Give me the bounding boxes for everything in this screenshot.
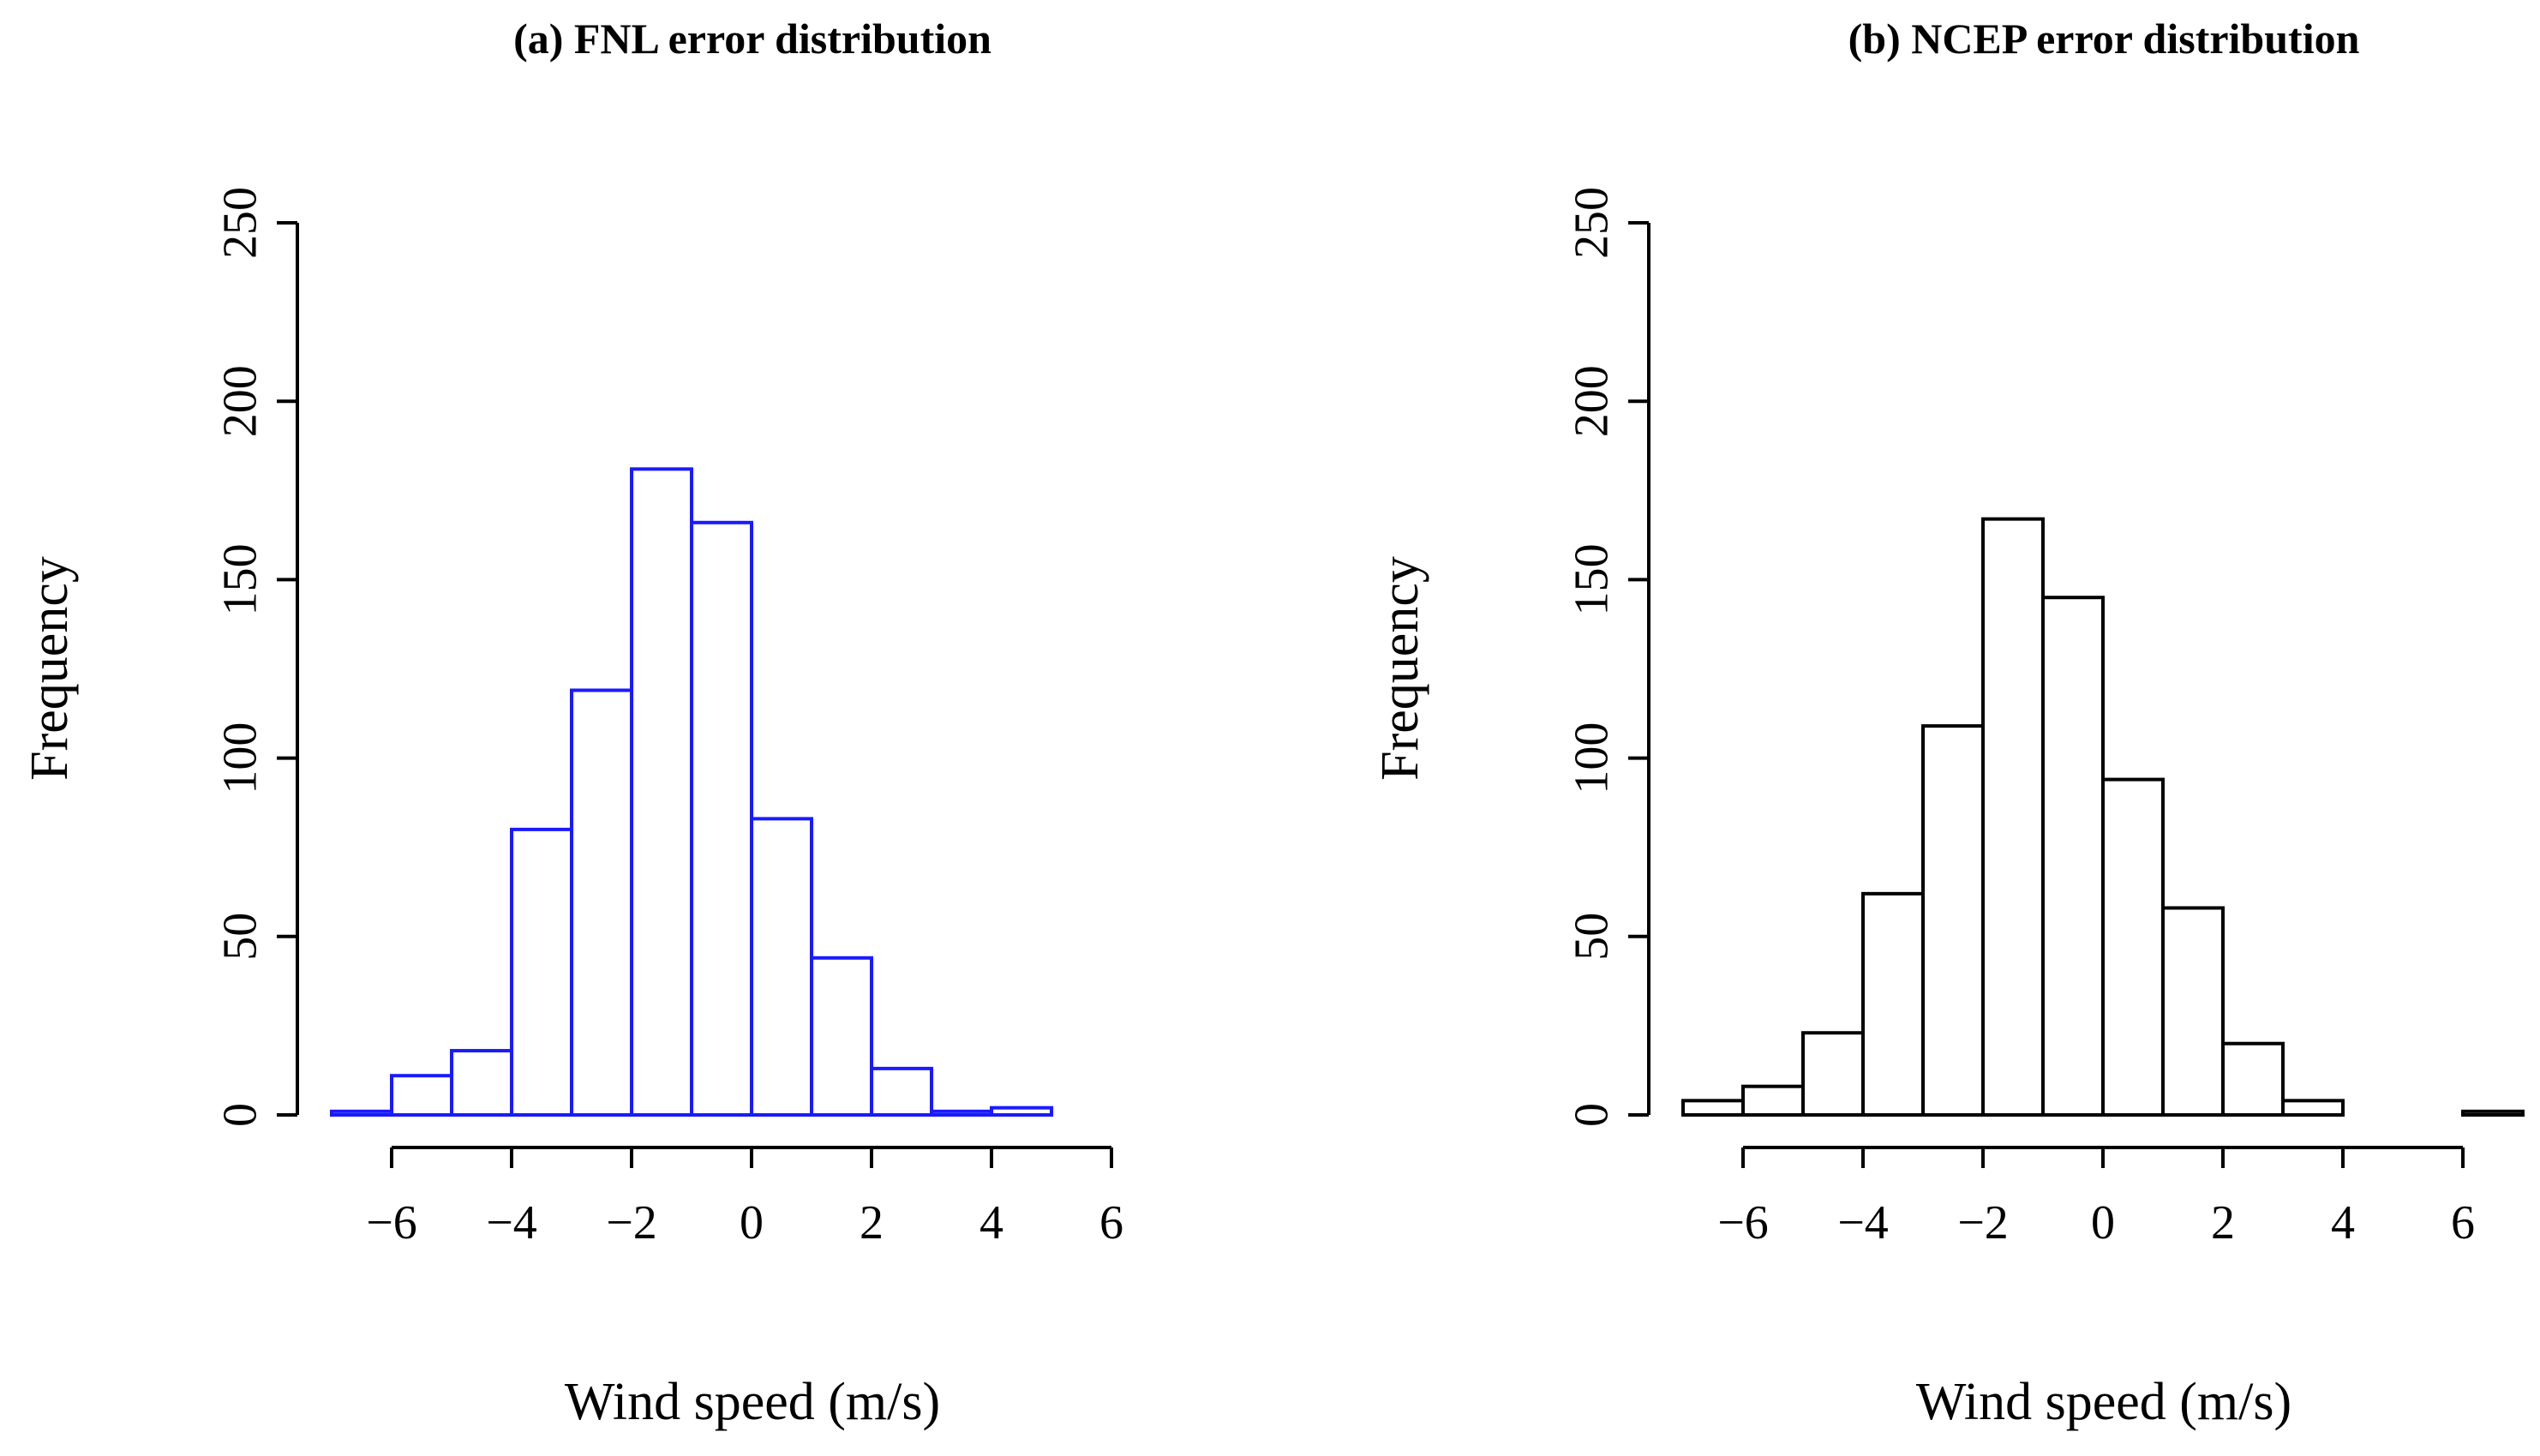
panel-a-y-tick-label: 250: [214, 187, 267, 259]
panel-a-bar: [750, 817, 813, 1117]
panel-a-bar: [510, 827, 573, 1117]
panel-b-ncep-histogram: (b) NCEP error distribution Frequency Wi…: [1371, 15, 2525, 1431]
panel-a-y-axis: 0 50 100 150 200 250: [214, 187, 299, 1127]
panel-a-y-tick-label: 50: [214, 913, 267, 961]
panel-a-bar: [390, 1074, 453, 1117]
panel-b-y-tick-label: 50: [1566, 913, 1619, 961]
panel-a-bar: [630, 467, 693, 1117]
panel-b-y-axis: 0 50 100 150 200 250: [1566, 187, 1650, 1127]
panel-a-x-tick-label: −6: [366, 1196, 417, 1249]
panel-a-x-axis: −6 −4 −2 0 2 4 6: [366, 1146, 1123, 1249]
panel-b-x-tick-label: 0: [2091, 1196, 2115, 1249]
panel-b-x-tick-label: −2: [1957, 1196, 2009, 1249]
panel-b-y-tick-label: 250: [1566, 187, 1619, 259]
panel-a-y-tick-label: 100: [214, 722, 267, 794]
panel-a-y-tick-label: 200: [214, 365, 267, 437]
panel-a-bar: [690, 520, 753, 1117]
panel-a-x-tick-label: 2: [860, 1196, 884, 1249]
panel-b-bars: [1681, 517, 2525, 1117]
panel-a-x-tick-label: 6: [1099, 1196, 1123, 1249]
panel-a-bar: [930, 1109, 993, 1117]
panel-a-title: (a) FNL error distribution: [513, 15, 991, 63]
panel-b-bar: [1801, 1031, 1865, 1117]
panel-a-x-tick-label: 4: [979, 1196, 1003, 1249]
panel-b-bar: [2041, 596, 2105, 1117]
panel-b-y-tick-label: 150: [1566, 543, 1619, 615]
panel-a-y-axis-label: Frequency: [21, 556, 79, 781]
panel-a-y-tick-label: 0: [214, 1103, 267, 1127]
panel-b-bar: [2221, 1041, 2285, 1117]
panel-b-bar: [2161, 906, 2225, 1117]
panel-b-x-tick-label: −4: [1837, 1196, 1889, 1249]
panel-b-x-axis-label: Wind speed (m/s): [1916, 1373, 2291, 1431]
panel-b-x-tick-label: 2: [2211, 1196, 2235, 1249]
panel-b-y-axis-label: Frequency: [1371, 556, 1429, 781]
panel-b-x-axis: −6 −4 −2 0 2 4 6: [1717, 1146, 2475, 1249]
panel-a-x-tick-label: −2: [606, 1196, 657, 1249]
panel-b-bar: [1921, 724, 1985, 1117]
panel-b-y-tick-label: 200: [1566, 365, 1619, 437]
panel-a-x-axis-label: Wind speed (m/s): [565, 1373, 940, 1431]
panel-b-title: (b) NCEP error distribution: [1848, 15, 2360, 63]
panel-a-fnl-histogram: (a) FNL error distribution Frequency Win…: [21, 15, 1123, 1431]
panel-b-x-tick-label: −6: [1717, 1196, 1769, 1249]
panel-a-bar: [810, 956, 873, 1117]
panel-a-bar: [990, 1105, 1053, 1117]
panel-b-bar: [1861, 891, 1925, 1117]
panel-a-bar: [570, 688, 633, 1117]
panel-a-x-tick-label: −4: [486, 1196, 537, 1249]
panel-b-x-tick-label: 4: [2331, 1196, 2355, 1249]
panel-b-bar: [1681, 1099, 1745, 1117]
panel-b-bar: [2101, 777, 2165, 1117]
panel-b-bar: [2461, 1109, 2525, 1117]
panel-b-y-tick-label: 0: [1566, 1103, 1619, 1127]
panel-b-bar: [1741, 1084, 1805, 1117]
panel-b-y-tick-label: 100: [1566, 722, 1619, 794]
panel-a-bars: [330, 467, 1053, 1117]
panel-a-bar: [330, 1109, 393, 1117]
panel-a-x-tick-label: 0: [740, 1196, 764, 1249]
panel-b-x-tick-label: 6: [2451, 1196, 2475, 1249]
panel-b-bar: [1981, 517, 2045, 1117]
panel-a-y-tick-label: 150: [214, 543, 267, 615]
panel-a-bar: [870, 1066, 933, 1117]
panel-a-bar: [450, 1049, 513, 1117]
panel-b-bar: [2281, 1099, 2345, 1117]
